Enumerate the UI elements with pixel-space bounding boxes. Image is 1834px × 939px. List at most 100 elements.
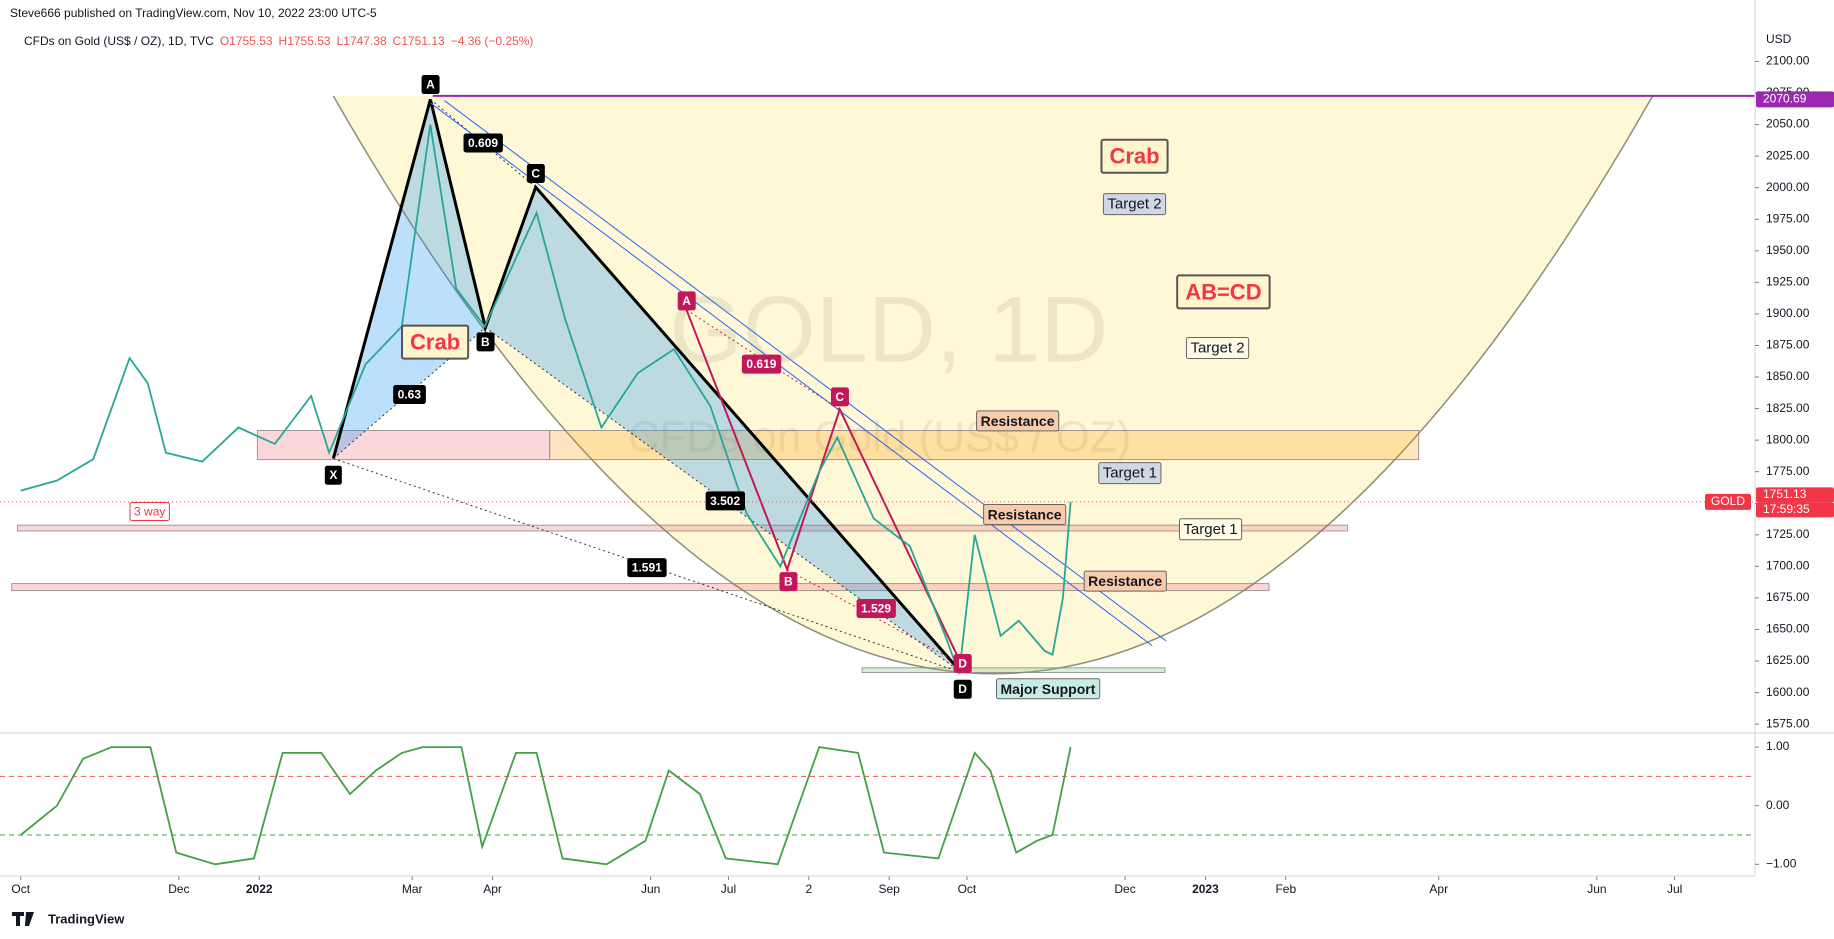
price-tag: [1756, 487, 1834, 503]
y-tick-label: 1775.00: [1766, 464, 1810, 478]
annotation-label: 1.591: [632, 561, 662, 575]
annotation-label: 0.63: [398, 387, 422, 401]
price-tag: [1756, 502, 1834, 518]
annotation-box: [463, 133, 503, 153]
channel: [444, 100, 1167, 642]
annotation-box: [996, 678, 1101, 700]
annotation-label: Target 2: [1107, 196, 1161, 213]
abcd: [685, 309, 963, 665]
y-tick-label: 1725.00: [1766, 527, 1810, 541]
annotation-label: 1.529: [861, 602, 891, 616]
x-tick-label: Jun: [641, 882, 660, 896]
annotation-box: [1083, 570, 1167, 592]
annotation: A: [421, 75, 440, 95]
annotation-box: [983, 503, 1067, 525]
annotation-box: [953, 654, 972, 674]
annotation: Crab: [1100, 138, 1169, 174]
annotation-box: [1098, 462, 1162, 485]
channel: [430, 102, 1153, 647]
y-tick-label: 1800.00: [1766, 432, 1810, 446]
x-tick-label: Mar: [402, 882, 423, 896]
x-tick-label: Dec: [1114, 882, 1135, 896]
annotation-label: 0.619: [746, 357, 776, 371]
annotation-label: Crab: [410, 330, 460, 355]
y2-tick-label: 0.00: [1766, 798, 1790, 812]
annotation-label: X: [329, 468, 337, 482]
x-tick-label: Jun: [1587, 882, 1606, 896]
annotation: Target 1: [1178, 518, 1243, 541]
annotation-label: A: [682, 294, 691, 308]
annotation-box: [856, 599, 896, 619]
annotation: 0.609: [463, 133, 503, 153]
annotation: 1.591: [627, 558, 667, 578]
annotation-label: 3 way: [134, 504, 165, 518]
annotation: C: [830, 387, 849, 407]
annotation-label: B: [784, 575, 793, 589]
header-field: C1751.13: [393, 34, 445, 48]
header-field: CFDs on Gold (US$ / OZ), 1D, TVC: [24, 34, 214, 48]
annotation-box: [129, 501, 170, 521]
y-tick-label: 2100.00: [1766, 54, 1810, 68]
y-tick-label: 1900.00: [1766, 306, 1810, 320]
x-tick-label: Jul: [1667, 882, 1682, 896]
annotation-box: [526, 163, 545, 183]
y-tick-label: 1825.00: [1766, 401, 1810, 415]
annotation-label: Target 1: [1103, 465, 1157, 482]
annotation-label: Resistance: [1088, 573, 1162, 589]
x-tick-label: Feb: [1275, 882, 1296, 896]
annotation-label: Resistance: [981, 413, 1055, 429]
annotation-box: [779, 572, 798, 592]
y-tick-label: 1950.00: [1766, 243, 1810, 257]
x-tick-label: Apr: [1429, 882, 1448, 896]
annotation: B: [779, 572, 798, 592]
annotation-box: [1102, 193, 1167, 216]
y2-tick-label: 1.00: [1766, 739, 1790, 753]
x-tick-label: Sep: [878, 882, 900, 896]
annotation-label: Target 2: [1190, 340, 1244, 357]
annotation: Target 2: [1185, 337, 1250, 360]
price-tag-label: 2070.69: [1763, 92, 1807, 106]
annotation-label: B: [481, 335, 490, 349]
y-tick-label: 1925.00: [1766, 275, 1810, 289]
annotation-box: [677, 291, 696, 311]
annotation-label: D: [958, 682, 967, 696]
annotation-box: [476, 332, 495, 352]
x-tick-label: Jul: [721, 882, 736, 896]
y-tick-label: 1700.00: [1766, 559, 1810, 573]
annotation-label: 3.502: [710, 494, 740, 508]
zone-orange: [549, 430, 1420, 461]
footer: TradingView: [48, 911, 125, 926]
header-field: H1755.53: [279, 34, 331, 48]
annotation-label: 0.609: [468, 136, 498, 150]
annotation: Target 1: [1098, 462, 1162, 485]
annotation: AB=CD: [1176, 274, 1271, 310]
annotation: Major Support: [996, 678, 1101, 700]
annotation-label: Crab: [1109, 144, 1159, 169]
x-tick-label: Apr: [483, 882, 502, 896]
annotation: Resistance: [976, 410, 1060, 432]
y-tick-label: 1850.00: [1766, 369, 1810, 383]
header-field: O1755.53: [220, 34, 273, 48]
support-zone: [861, 667, 1166, 673]
annotation-label: C: [835, 390, 844, 404]
zone-line: [11, 583, 1270, 592]
annotation: 1.529: [856, 599, 896, 619]
crab-arc: [332, 95, 1654, 675]
y-tick-label: 1875.00: [1766, 338, 1810, 352]
x-tick-label: 2: [805, 882, 812, 896]
currency: USD: [1766, 32, 1792, 46]
annotation: 3 way: [129, 501, 170, 521]
y-tick-label: 2050.00: [1766, 117, 1810, 131]
annotation: Resistance: [983, 503, 1067, 525]
annotation-box: [627, 558, 667, 578]
annotation-box: [976, 410, 1060, 432]
x-tick-label: 2023: [1192, 882, 1219, 896]
annotation-box: [1178, 518, 1243, 541]
y-tick-label: 1625.00: [1766, 653, 1810, 667]
annotation: 3.502: [705, 491, 745, 511]
price-tag-label: 1751.13: [1763, 487, 1807, 501]
crab-wing: [485, 187, 962, 673]
annotation-label: D: [958, 657, 967, 671]
abcd-ratio: [786, 569, 962, 665]
